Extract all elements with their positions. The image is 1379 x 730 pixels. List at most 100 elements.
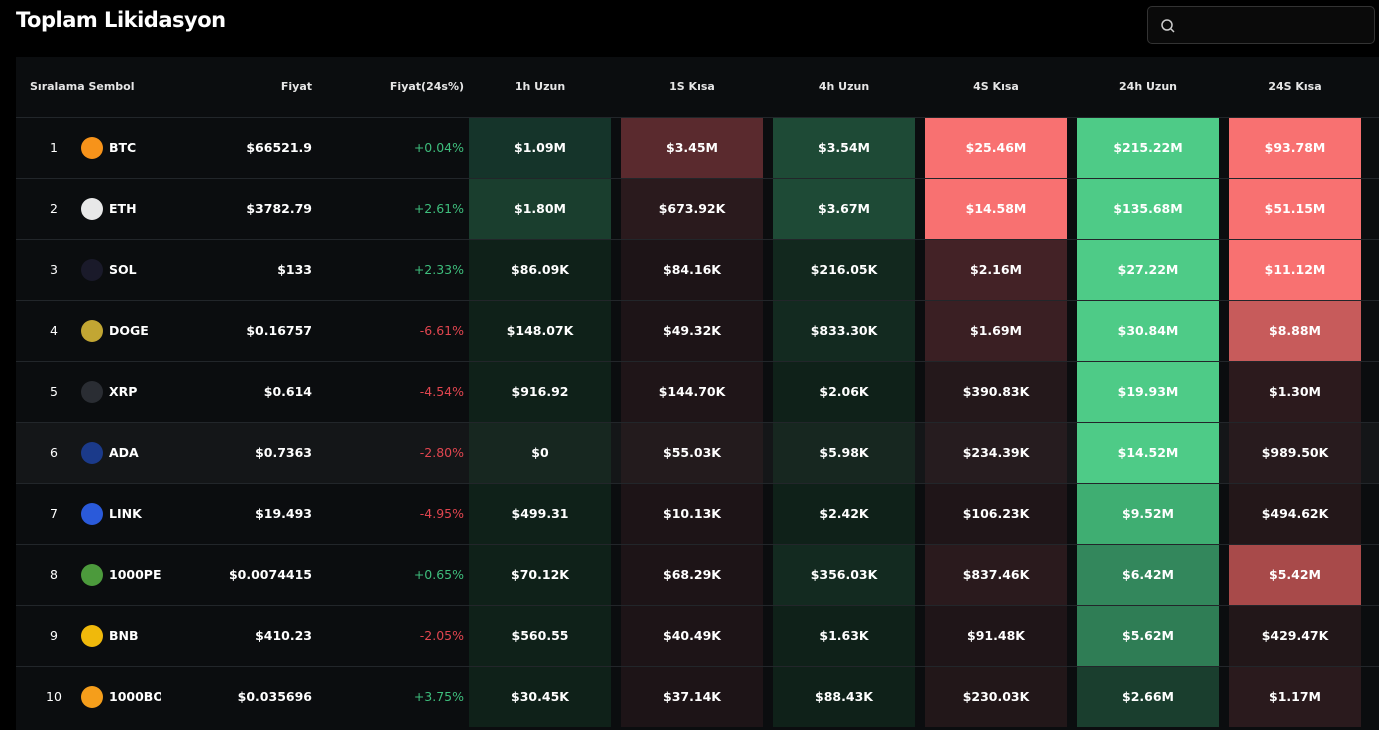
- price-change: +2.33%: [413, 262, 464, 277]
- liquidation-cell: $93.78M: [1229, 118, 1361, 178]
- table-row[interactable]: 1 BTC $66521.9 +0.04% $1.09M $3.45M $3.54M $25.…: [16, 117, 1379, 178]
- table-row[interactable]: 7 LINK $19.493 -4.95% $499.31 $10.13K $2.42K $1…: [16, 483, 1379, 544]
- liquidation-cell: $9.52M: [1077, 484, 1219, 544]
- rank: 5: [50, 384, 58, 399]
- liquidation-cell: $5.62M: [1077, 606, 1219, 666]
- price-change: -2.05%: [419, 628, 464, 643]
- table-row[interactable]: 4 DOGE $0.16757 -6.61% $148.07K $49.32K $833.3…: [16, 300, 1379, 361]
- price-change: +0.04%: [413, 140, 464, 155]
- price-change: -2.80%: [419, 445, 464, 460]
- rank: 10: [46, 689, 62, 704]
- liquidation-cell: $2.06K: [773, 362, 915, 422]
- coin-icon: [81, 625, 103, 647]
- liquidation-cell: $833.30K: [773, 301, 915, 361]
- liquidation-cell: $11.12M: [1229, 240, 1361, 300]
- liquidation-cell: $234.39K: [925, 423, 1067, 483]
- price-change: +2.61%: [413, 201, 464, 216]
- liquidation-cell: $494.62K: [1229, 484, 1361, 544]
- price-change: -4.95%: [419, 506, 464, 521]
- price: $66521.9: [246, 140, 312, 155]
- table-row[interactable]: 6 ADA $0.7363 -2.80% $0 $55.03K $5.98K $234.39K…: [16, 422, 1379, 483]
- column-header[interactable]: Sıralama Sembol: [30, 80, 135, 93]
- column-header[interactable]: 4S Kısa: [973, 80, 1019, 93]
- liquidation-cell: $2.42K: [773, 484, 915, 544]
- coin-icon: [81, 564, 103, 586]
- table-row[interactable]: 3 SOL $133 +2.33% $86.09K $84.16K $216.05K $2.1…: [16, 239, 1379, 300]
- liquidation-cell: $3.45M: [621, 118, 763, 178]
- column-header[interactable]: 24S Kısa: [1268, 80, 1322, 93]
- liquidation-cell: $215.22M: [1077, 118, 1219, 178]
- liquidation-cell: $30.45K: [469, 667, 611, 727]
- liquidation-cell: $0: [469, 423, 611, 483]
- rank: 8: [50, 567, 58, 582]
- liquidation-cell: $356.03K: [773, 545, 915, 605]
- liquidation-cell: $14.58M: [925, 179, 1067, 239]
- column-header[interactable]: 1S Kısa: [669, 80, 715, 93]
- page-title: Toplam Likidasyon: [16, 8, 226, 32]
- liquidation-cell: $27.22M: [1077, 240, 1219, 300]
- liquidation-cell: $5.98K: [773, 423, 915, 483]
- symbol: 1000BONK: [109, 689, 161, 704]
- liquidation-cell: $6.42M: [1077, 545, 1219, 605]
- liquidation-cell: $91.48K: [925, 606, 1067, 666]
- column-header[interactable]: Fiyat(24s%): [389, 80, 464, 93]
- symbol: BNB: [109, 628, 139, 643]
- liquidation-cell: $86.09K: [469, 240, 611, 300]
- liquidation-cell: $390.83K: [925, 362, 1067, 422]
- liquidation-cell: $1.63K: [773, 606, 915, 666]
- column-header[interactable]: 4h Uzun: [818, 80, 870, 93]
- price: $3782.79: [246, 201, 312, 216]
- liquidation-cell: $837.46K: [925, 545, 1067, 605]
- liquidation-cell: $499.31: [469, 484, 611, 544]
- price-change: -6.61%: [419, 323, 464, 338]
- liquidation-cell: $25.46M: [925, 118, 1067, 178]
- table-row[interactable]: 9 BNB $410.23 -2.05% $560.55 $40.49K $1.63K $91…: [16, 605, 1379, 666]
- liquidation-cell: $2.16M: [925, 240, 1067, 300]
- symbol: SOL: [109, 262, 137, 277]
- symbol: DOGE: [109, 323, 149, 338]
- liquidation-cell: $84.16K: [621, 240, 763, 300]
- price: $0.7363: [255, 445, 312, 460]
- symbol: XRP: [109, 384, 138, 399]
- liquidation-cell: $989.50K: [1229, 423, 1361, 483]
- price: $19.493: [255, 506, 312, 521]
- liquidation-cell: $8.88M: [1229, 301, 1361, 361]
- price: $0.0074415: [228, 567, 312, 582]
- liquidation-cell: $3.67M: [773, 179, 915, 239]
- liquidation-cell: $106.23K: [925, 484, 1067, 544]
- search-box[interactable]: [1147, 6, 1375, 44]
- coin-icon: [81, 442, 103, 464]
- column-header[interactable]: Fiyat: [280, 80, 312, 93]
- column-header[interactable]: 24h Uzun: [1119, 80, 1177, 93]
- rank: 4: [50, 323, 58, 338]
- liquidation-cell: $19.93M: [1077, 362, 1219, 422]
- table-row[interactable]: 2 ETH $3782.79 +2.61% $1.80M $673.92K $3.67M $1…: [16, 178, 1379, 239]
- coin-icon: [81, 381, 103, 403]
- liquidation-cell: $68.29K: [621, 545, 763, 605]
- price-change: -4.54%: [419, 384, 464, 399]
- table-row[interactable]: 81000PEPE$0.0074415+0.65%$70.12K$68.29K$…: [16, 544, 1379, 605]
- rank: 2: [50, 201, 58, 216]
- liquidation-cell: $560.55: [469, 606, 611, 666]
- table-row[interactable]: 5 XRP $0.614 -4.54% $916.92 $144.70K $2.06K $39…: [16, 361, 1379, 422]
- table-row[interactable]: 101000BONK$0.035696+3.75%$30.45K$37.14K$…: [16, 666, 1379, 727]
- coin-icon: [81, 198, 103, 220]
- price: $410.23: [255, 628, 312, 643]
- coin-icon: [81, 686, 103, 708]
- price: $133: [277, 262, 312, 277]
- symbol: LINK: [109, 506, 142, 521]
- liquidation-cell: $1.80M: [469, 179, 611, 239]
- price-change: +0.65%: [413, 567, 464, 582]
- liquidation-cell: $216.05K: [773, 240, 915, 300]
- coin-icon: [81, 137, 103, 159]
- liquidation-cell: $916.92: [469, 362, 611, 422]
- rank: 1: [50, 140, 58, 155]
- liquidation-cell: $1.30M: [1229, 362, 1361, 422]
- liquidation-cell: $2.66M: [1077, 667, 1219, 727]
- liquidation-cell: $10.13K: [621, 484, 763, 544]
- liquidation-cell: $49.32K: [621, 301, 763, 361]
- column-header[interactable]: 1h Uzun: [514, 80, 566, 93]
- rank: 7: [50, 506, 58, 521]
- liquidation-cell: $88.43K: [773, 667, 915, 727]
